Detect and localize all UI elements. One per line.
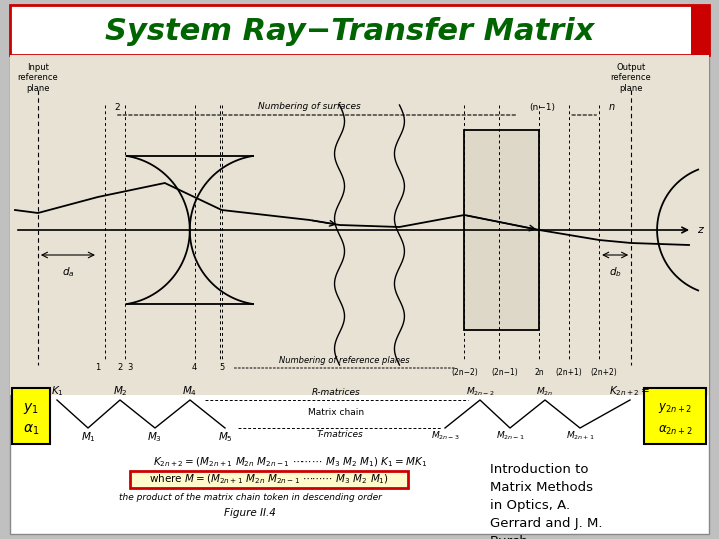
Bar [10,5,709,55]
Text: $M_{2n-2}$: $M_{2n-2}$ [465,385,495,398]
Text: Numbering of surfaces: Numbering of surfaces [258,102,361,111]
Text: 4: 4 [192,363,197,372]
Bar [10,55,709,395]
Text: $M_{2n-3}$: $M_{2n-3}$ [431,430,459,443]
Text: $y_1$: $y_1$ [23,402,39,417]
Text: where $M = (M_{2n+1}\ M_{2n}\ M_{2n-1}\ \cdots\!\cdots\cdots\ M_3\ M_2\ M_1)$: where $M = (M_{2n+1}\ M_{2n}\ M_{2n-1}\ … [149,472,389,486]
Text: z: z [697,225,703,235]
Text: Matrix chain: Matrix chain [308,408,364,417]
Text: $K_{2n+2}=$: $K_{2n+2}=$ [609,384,651,398]
Text: 1: 1 [95,363,101,372]
Text: System Ray−Transfer Matrix: System Ray−Transfer Matrix [105,17,595,45]
Text: $M_4$: $M_4$ [183,384,198,398]
Text: (2n+2): (2n+2) [591,368,618,377]
Text: $\alpha_{2n+2}$: $\alpha_{2n+2}$ [658,424,692,437]
Text: Figure II.4: Figure II.4 [224,508,276,518]
Text: $M_2$: $M_2$ [113,384,127,398]
Bar [644,388,706,444]
Text: 3: 3 [127,363,132,372]
Text: $d_a$: $d_a$ [62,265,74,279]
Bar [12,388,50,444]
Text: (2n+1): (2n+1) [556,368,582,377]
Text: T-matrices: T-matrices [316,430,363,439]
Text: (2n−1): (2n−1) [491,368,518,377]
Text: $M_1$: $M_1$ [81,430,96,444]
Bar [130,471,408,488]
Text: Output
reference
plane: Output reference plane [610,63,651,93]
Text: $M_{2n-1}$: $M_{2n-1}$ [495,430,524,443]
Text: 2: 2 [117,363,122,372]
Text: $K_1$: $K_1$ [50,384,63,398]
Text: the product of the matrix chain token in descending order: the product of the matrix chain token in… [119,493,382,501]
Text: n: n [609,102,615,112]
Text: Input
reference
plane: Input reference plane [17,63,58,93]
Text: 2: 2 [115,103,121,112]
Text: $\alpha_1$: $\alpha_1$ [23,423,40,437]
Bar [464,130,539,330]
Text: 2n: 2n [534,368,544,377]
Text: Introduction to
Matrix Methods
in Optics, A.
Gerrard and J. M.
Burch: Introduction to Matrix Methods in Optics… [490,463,603,539]
Text: $M_{2n}$: $M_{2n}$ [536,385,554,398]
Text: $M_{2n+1}$: $M_{2n+1}$ [566,430,595,443]
Text: $M_5$: $M_5$ [218,430,232,444]
Text: (n−1): (n−1) [529,103,555,112]
Text: R-matrices: R-matrices [311,388,360,397]
Text: $M_3$: $M_3$ [147,430,162,444]
Text: (2n−2): (2n−2) [451,368,477,377]
Text: $d_b$: $d_b$ [609,265,621,279]
Text: $y_{2n+2}$: $y_{2n+2}$ [658,401,692,415]
Bar [691,5,709,55]
Text: Numbering of reference planes: Numbering of reference planes [279,356,410,365]
Text: $K_{2n+2} = (M_{2n+1}\ M_{2n}\ M_{2n-1}\ \cdots\!\cdots\cdots\ M_3\ M_2\ M_1)\ K: $K_{2n+2} = (M_{2n+1}\ M_{2n}\ M_{2n-1}\… [153,455,427,469]
Text: 5: 5 [219,363,224,372]
